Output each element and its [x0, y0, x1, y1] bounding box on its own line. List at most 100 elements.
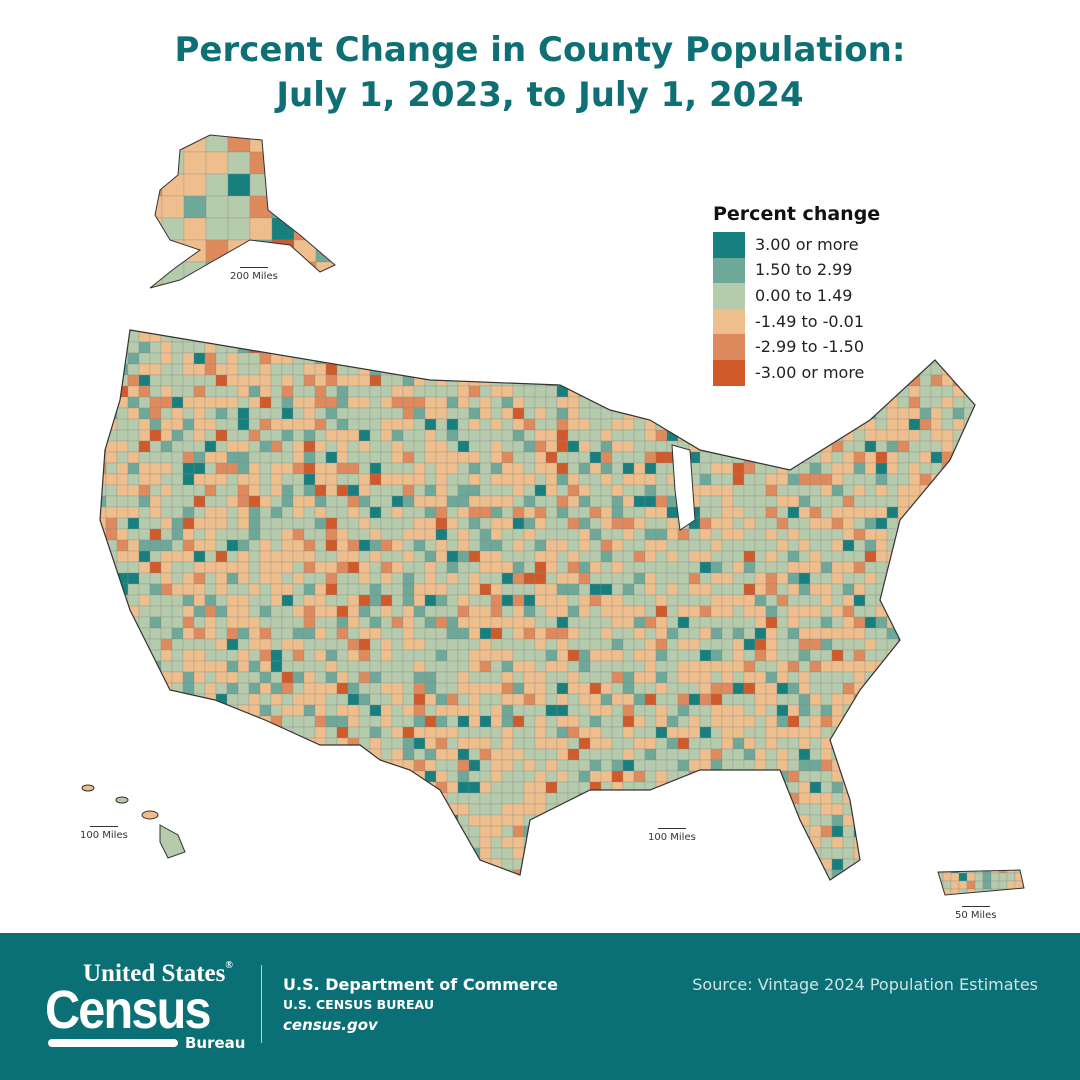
- county: [864, 528, 877, 541]
- county: [798, 748, 811, 761]
- county: [293, 173, 317, 197]
- county: [567, 407, 580, 420]
- county: [556, 528, 569, 541]
- county: [435, 484, 448, 497]
- county: [919, 418, 932, 431]
- county: [831, 429, 844, 442]
- county: [347, 847, 360, 860]
- county: [501, 704, 514, 717]
- county: [358, 517, 371, 530]
- county: [347, 352, 360, 365]
- county: [270, 561, 283, 574]
- county: [446, 770, 459, 783]
- county: [226, 352, 239, 365]
- county: [259, 429, 272, 442]
- county: [897, 528, 910, 541]
- county: [182, 836, 195, 849]
- county: [391, 858, 404, 871]
- county: [699, 561, 712, 574]
- county: [424, 506, 437, 519]
- county: [820, 495, 833, 508]
- county: [908, 627, 921, 640]
- county: [864, 693, 877, 706]
- county: [281, 803, 294, 816]
- county: [622, 517, 635, 530]
- county: [600, 352, 613, 365]
- county: [138, 517, 151, 530]
- county: [545, 583, 558, 596]
- county: [501, 605, 514, 618]
- county: [468, 517, 481, 530]
- county: [886, 583, 899, 596]
- county: [831, 462, 844, 475]
- county: [270, 792, 283, 805]
- county: [193, 616, 206, 629]
- county: [226, 429, 239, 442]
- county: [897, 605, 910, 618]
- county: [908, 539, 921, 552]
- county: [402, 594, 415, 607]
- county: [501, 792, 514, 805]
- county: [281, 407, 294, 420]
- county: [622, 759, 635, 772]
- county: [897, 792, 910, 805]
- county: [534, 748, 547, 761]
- county: [468, 671, 481, 684]
- county: [150, 135, 163, 153]
- county: [160, 429, 173, 442]
- county: [105, 528, 118, 541]
- census-logo[interactable]: United States® Census Bureau: [45, 961, 245, 1053]
- county: [952, 473, 965, 486]
- county: [226, 517, 239, 530]
- county: [117, 881, 128, 892]
- county: [303, 748, 316, 761]
- county: [699, 671, 712, 684]
- county: [644, 572, 657, 585]
- county: [149, 605, 162, 618]
- county: [380, 649, 393, 662]
- county: [578, 539, 591, 552]
- county: [171, 869, 184, 880]
- county: [809, 715, 822, 728]
- county: [600, 748, 613, 761]
- county: [314, 847, 327, 860]
- county: [259, 616, 272, 629]
- county: [974, 748, 975, 761]
- county: [358, 649, 371, 662]
- county: [446, 561, 459, 574]
- county: [600, 330, 613, 343]
- county: [622, 506, 635, 519]
- county: [281, 660, 294, 673]
- county: [435, 770, 448, 783]
- county: [534, 638, 547, 651]
- county: [908, 418, 921, 431]
- county: [512, 407, 525, 420]
- county: [248, 770, 261, 783]
- county: [237, 517, 250, 530]
- county: [468, 396, 481, 409]
- county: [721, 638, 734, 651]
- county: [578, 572, 591, 585]
- county: [226, 836, 239, 849]
- county: [182, 704, 195, 717]
- county: [369, 627, 382, 640]
- county: [941, 704, 954, 717]
- county: [127, 440, 140, 453]
- county: [754, 759, 767, 772]
- county: [743, 462, 756, 475]
- county: [138, 825, 151, 838]
- county: [490, 726, 503, 739]
- county: [292, 440, 305, 453]
- county: [776, 385, 789, 398]
- county: [160, 418, 173, 431]
- county: [259, 495, 272, 508]
- county: [204, 759, 217, 772]
- website-link[interactable]: census.gov: [283, 1016, 378, 1034]
- county: [468, 550, 481, 563]
- county: [226, 847, 239, 860]
- county: [568, 881, 579, 892]
- county: [248, 330, 261, 332]
- county: [270, 363, 283, 376]
- county: [293, 151, 317, 175]
- county: [545, 550, 558, 563]
